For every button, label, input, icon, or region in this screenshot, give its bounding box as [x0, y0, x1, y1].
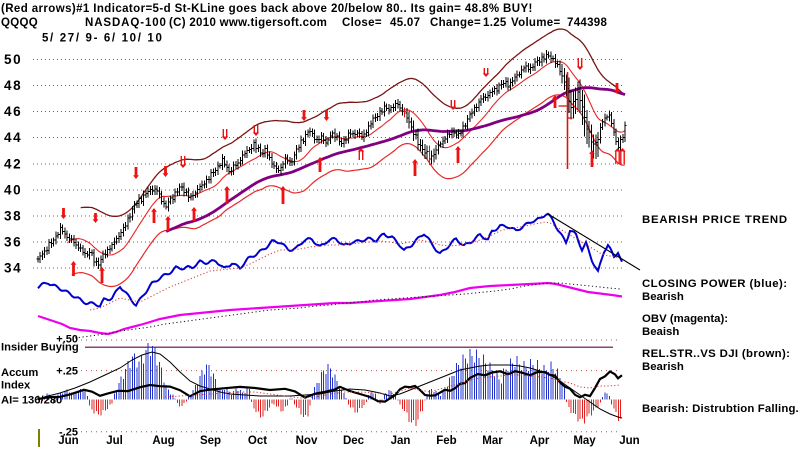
svg-text:Bearish: Distrubtion Falling.: Bearish: Distrubtion Falling.: [642, 403, 799, 415]
svg-text:+.50: +.50: [56, 334, 78, 346]
svg-text:May: May: [573, 435, 596, 447]
svg-text:Sep: Sep: [200, 435, 221, 447]
svg-text:44: 44: [4, 130, 22, 145]
svg-text:Mar: Mar: [482, 435, 503, 447]
svg-text:Bearish: Bearish: [642, 361, 684, 373]
svg-text:46: 46: [4, 104, 22, 119]
svg-text:50: 50: [4, 52, 22, 67]
svg-text:QQQQ: QQQQ: [1, 17, 38, 29]
svg-text:Dec: Dec: [343, 435, 365, 447]
svg-text:+.25: +.25: [56, 366, 78, 378]
svg-text:40: 40: [4, 182, 22, 197]
svg-text:5/ 27/ 9- 6/ 10/ 10: 5/ 27/ 9- 6/ 10/ 10: [42, 33, 164, 45]
svg-text:REL.STR..VS DJI (brown):: REL.STR..VS DJI (brown):: [642, 348, 790, 360]
svg-text:OBV (magenta):: OBV (magenta):: [642, 313, 728, 325]
svg-text:Jun: Jun: [619, 435, 639, 447]
svg-text:744398: 744398: [567, 17, 607, 29]
svg-text:Nov: Nov: [296, 435, 318, 447]
svg-text:Accum: Accum: [1, 367, 38, 379]
svg-text:BEARISH PRICE TREND: BEARISH PRICE TREND: [642, 214, 788, 226]
svg-text:-.25: -.25: [59, 427, 78, 439]
svg-text:Bearish: Bearish: [642, 291, 684, 303]
svg-text:Aug: Aug: [152, 435, 174, 447]
svg-text:36: 36: [4, 235, 22, 250]
svg-text:48: 48: [4, 78, 22, 93]
svg-text:Index: Index: [1, 380, 31, 392]
svg-text:CLOSING POWER (blue):: CLOSING POWER (blue):: [642, 278, 788, 290]
svg-text:Close=: Close=: [342, 17, 382, 29]
svg-text:Insider Buying: Insider Buying: [1, 342, 79, 354]
svg-text:Jul: Jul: [106, 435, 123, 447]
svg-text:42: 42: [4, 156, 22, 171]
svg-text:Volume=: Volume=: [511, 17, 561, 29]
svg-text:Jan: Jan: [391, 435, 411, 447]
svg-text:1.25: 1.25: [483, 17, 507, 29]
svg-text:NASDAQ-100: NASDAQ-100: [85, 17, 167, 29]
svg-text:AI= 136/280: AI= 136/280: [1, 395, 62, 407]
svg-text:Feb: Feb: [436, 435, 456, 447]
svg-text:Beaish: Beaish: [642, 326, 679, 338]
svg-text:Change=: Change=: [430, 17, 481, 29]
svg-text:45.07: 45.07: [390, 17, 420, 29]
svg-text:38: 38: [4, 209, 22, 224]
svg-text:(Red arrows)#1 Indicator=5-d S: (Red arrows)#1 Indicator=5-d St-KLine go…: [1, 3, 533, 15]
svg-text:Jun: Jun: [58, 435, 78, 447]
svg-text:(C) 2010 www.tigersoft.com: (C) 2010 www.tigersoft.com: [169, 17, 327, 29]
svg-text:34: 34: [4, 261, 22, 276]
svg-text:Oct: Oct: [248, 435, 267, 447]
svg-text:Apr: Apr: [530, 435, 550, 447]
